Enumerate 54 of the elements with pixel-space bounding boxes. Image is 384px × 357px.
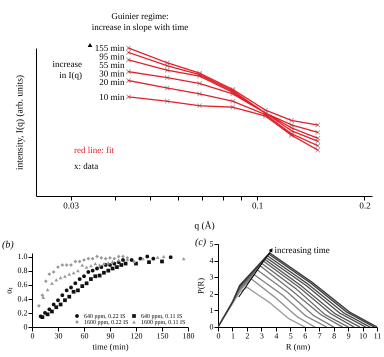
y-tick-label: 4 bbox=[210, 256, 214, 266]
x-tick-label: 150 bbox=[156, 332, 168, 340]
series-label: 55 min bbox=[99, 60, 125, 70]
x-tick-label: 0.1 bbox=[252, 200, 264, 210]
chart-title: (b) bbox=[2, 240, 14, 251]
y-tick-label: 0.8 bbox=[18, 266, 28, 276]
x-tick-label: 4 bbox=[274, 332, 278, 340]
y-tick-label: 3 bbox=[210, 272, 214, 282]
y-tick-label: 0 bbox=[210, 322, 214, 332]
y-tick-label: 1.0 bbox=[18, 252, 28, 262]
y-tick-label: 2 bbox=[210, 289, 214, 298]
series-label: 30 min bbox=[99, 68, 125, 78]
x-tick-label: 0.03 bbox=[63, 200, 80, 210]
x-tick-label: 3 bbox=[260, 332, 264, 340]
y-axis-title: αₜ bbox=[4, 287, 14, 294]
x-tick-label: 60 bbox=[80, 332, 88, 340]
x-tick-label: 6 bbox=[303, 332, 308, 340]
x-tick-label: 120 bbox=[130, 332, 142, 340]
x-tick-label: 11 bbox=[374, 332, 382, 340]
series-label: 20 min bbox=[99, 77, 125, 87]
annotation: increase in I(q) bbox=[52, 59, 82, 80]
text: Guinier regime: bbox=[111, 11, 169, 21]
y-axis-title: P(R) bbox=[196, 278, 206, 294]
x-axis-title: time (min) bbox=[92, 342, 129, 352]
y-tick-label: 5 bbox=[210, 240, 214, 248]
x-tick-label: 0 bbox=[216, 332, 220, 340]
x-tick-label: 90 bbox=[106, 332, 114, 340]
y-tick-label: 0 bbox=[24, 322, 28, 332]
x-tick-label: 30 bbox=[54, 332, 62, 340]
text: increase in slope with time bbox=[92, 22, 188, 32]
x-axis-title: R (nm) bbox=[286, 342, 310, 352]
x-tick-label: 2 bbox=[245, 332, 250, 340]
x-tick-label: 7 bbox=[318, 332, 322, 340]
x-tick-label: 180 bbox=[182, 332, 194, 340]
y-tick-label: 1 bbox=[210, 306, 214, 315]
annotation: red line: fit bbox=[74, 145, 114, 155]
annotation: increasing time bbox=[274, 244, 330, 255]
x-tick-label: 0 bbox=[30, 332, 34, 340]
series-label: 95 min bbox=[99, 52, 125, 62]
annotation: x: data bbox=[74, 161, 98, 171]
y-tick-label: 0.6 bbox=[18, 280, 28, 290]
x-tick-label: 1 bbox=[230, 332, 235, 340]
chart-title: (c) bbox=[195, 237, 207, 248]
x-tick-label: 0.2 bbox=[359, 200, 371, 210]
y-tick-label: 0.2 bbox=[18, 308, 28, 318]
x-axis-title: q (Å) bbox=[194, 220, 215, 232]
y-tick-label: 0.4 bbox=[18, 294, 28, 304]
series-label: 10 min bbox=[99, 92, 125, 102]
x-tick-label: 10 bbox=[359, 332, 368, 340]
x-tick-label: 8 bbox=[332, 332, 336, 340]
x-tick-label: 9 bbox=[346, 332, 351, 340]
y-axis-title: intensity, I(q) (arb. units) bbox=[16, 74, 26, 170]
series-label: 155 min bbox=[94, 43, 125, 53]
x-tick-label: 5 bbox=[288, 332, 293, 340]
